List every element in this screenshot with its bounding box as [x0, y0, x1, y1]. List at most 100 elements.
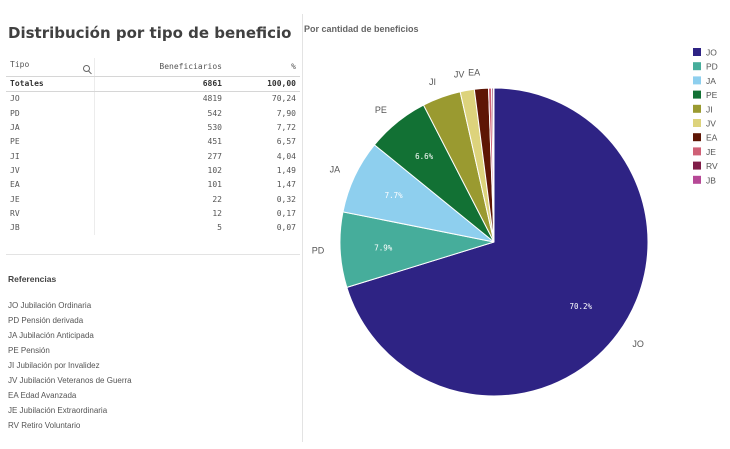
- legend-item-je[interactable]: JE: [693, 147, 716, 157]
- cell-pct: 0,32: [276, 194, 296, 204]
- slice-label-pe: PE: [375, 105, 387, 115]
- cell-pct: 0,07: [276, 223, 296, 233]
- cell-pct: 4,04: [276, 151, 296, 161]
- legend-swatch: [693, 48, 701, 56]
- legend-label: PD: [706, 62, 718, 72]
- slice-label-jv: JV: [454, 70, 465, 80]
- cell-tipo: JO: [6, 91, 95, 107]
- cell-beneficiarios: 12: [212, 208, 222, 218]
- slice-label-ja: JA: [330, 165, 341, 175]
- legend-item-ji[interactable]: JI: [693, 104, 713, 114]
- totals-pct: 100,00: [226, 76, 300, 93]
- legend-item-rv[interactable]: RV: [693, 161, 718, 171]
- legend-swatch: [693, 133, 701, 142]
- referencia-item: JI Jubilación por Invalidez: [8, 361, 100, 370]
- legend-swatch: [693, 76, 701, 85]
- legend-label: JI: [706, 104, 713, 114]
- table-row[interactable]: JE 22 0,32: [6, 192, 300, 207]
- cell-beneficiarios: 102: [207, 165, 222, 175]
- table-header-row: Tipo Beneficiarios %: [6, 58, 300, 77]
- pct-label-pe: 6.6%: [415, 152, 434, 161]
- referencia-item: JE Jubilación Extraordinaria: [8, 406, 108, 415]
- chart-panel: 70.2% JO 7.9% PD 7.7% JA 6.6% PE JI JV EA JO PD JA PE J…: [304, 14, 724, 442]
- table-row[interactable]: JA 530 7,72: [6, 120, 300, 136]
- page-title: Distribución por tipo de beneficio: [8, 24, 292, 42]
- cell-beneficiarios: 4819: [202, 94, 222, 104]
- referencia-item: EA Edad Avanzada: [8, 391, 77, 400]
- cell-pct: 6,57: [276, 137, 296, 147]
- legend-item-ja[interactable]: JA: [693, 76, 716, 86]
- referencia-item: JV Jubilación Veteranos de Guerra: [8, 376, 132, 385]
- header-tipo[interactable]: Tipo: [6, 58, 95, 77]
- table-row[interactable]: RV 12 0,17: [6, 206, 300, 221]
- legend-label: JO: [706, 48, 717, 58]
- legend-label: EA: [706, 133, 718, 143]
- cell-tipo: JV: [6, 163, 95, 179]
- cell-tipo: RV: [6, 206, 95, 221]
- header-tipo-label: Tipo: [10, 60, 30, 69]
- referencia-item: JO Jubilación Ordinaria: [8, 301, 92, 310]
- table-row[interactable]: JO 4819 70,24: [6, 91, 300, 107]
- referencia-item: PE Pensión: [8, 346, 50, 355]
- table-row[interactable]: PE 451 6,57: [6, 135, 300, 150]
- referencia-item: JA Jubilación Anticipada: [8, 331, 94, 340]
- legend-label: JB: [706, 175, 716, 185]
- legend-item-ea[interactable]: EA: [693, 133, 718, 143]
- cell-pct: 1,49: [276, 165, 296, 175]
- cell-tipo: JA: [6, 120, 95, 136]
- table-row[interactable]: PD 542 7,90: [6, 106, 300, 121]
- cell-tipo: EA: [6, 178, 95, 193]
- legend-label: PE: [706, 90, 718, 100]
- section-divider: [6, 254, 300, 255]
- totals-row: Totales 6861 100,00: [6, 76, 300, 93]
- cell-pct: 1,47: [276, 180, 296, 190]
- cell-pct: 7,90: [276, 108, 296, 118]
- cell-beneficiarios: 530: [207, 123, 222, 133]
- referencia-item: PD Pensión derivada: [8, 316, 84, 325]
- referencias-title: Referencias: [8, 274, 57, 284]
- legend-item-jb[interactable]: JB: [693, 175, 716, 185]
- cell-beneficiarios: 451: [207, 137, 222, 147]
- cell-beneficiarios: 101: [207, 180, 222, 190]
- slice-label-ji: JI: [429, 77, 436, 87]
- totals-beneficiarios: 6861: [94, 76, 226, 93]
- cell-beneficiarios: 277: [207, 151, 222, 161]
- legend-item-jv[interactable]: JV: [693, 119, 716, 129]
- cell-tipo: JI: [6, 149, 95, 164]
- chart-title: Por cantidad de beneficios: [304, 24, 419, 34]
- pct-label-jo: 70.2%: [569, 302, 592, 311]
- legend-swatch: [693, 161, 701, 170]
- cell-tipo: PD: [6, 106, 95, 121]
- search-icon[interactable]: [79, 58, 90, 76]
- cell-tipo: JB: [6, 220, 95, 236]
- legend-label: JA: [706, 76, 716, 86]
- cell-beneficiarios: 22: [212, 194, 222, 204]
- legend-label: RV: [706, 161, 718, 171]
- table-panel: Distribución por tipo de beneficio Tipo …: [0, 14, 303, 442]
- table-row[interactable]: EA 101 1,47: [6, 178, 300, 193]
- referencias-list: JO Jubilación Ordinaria PD Pensión deriv…: [8, 298, 132, 433]
- table-row[interactable]: JV 102 1,49: [6, 163, 300, 179]
- legend-swatch: [693, 62, 701, 71]
- cell-tipo: PE: [6, 135, 95, 150]
- header-beneficiarios[interactable]: Beneficiarios: [94, 58, 226, 77]
- beneficios-table: Tipo Beneficiarios % Totales 6861 100,00…: [6, 58, 300, 236]
- totals-label: Totales: [6, 76, 95, 93]
- referencia-item: RV Retiro Voluntario: [8, 421, 81, 430]
- header-pct[interactable]: %: [226, 58, 300, 77]
- pct-label-pd: 7.9%: [374, 244, 393, 253]
- legend-item-pe[interactable]: PE: [693, 90, 718, 100]
- legend-label: JE: [706, 147, 716, 157]
- legend-item-jo[interactable]: JO: [693, 48, 717, 58]
- legend-item-pd[interactable]: PD: [693, 62, 718, 72]
- cell-pct: 7,72: [276, 123, 296, 133]
- table-row[interactable]: JB 5 0,07: [6, 220, 300, 236]
- table-row[interactable]: JI 277 4,04: [6, 149, 300, 164]
- pie-slice-jb[interactable]: [492, 87, 495, 243]
- slice-label-jo: JO: [632, 339, 644, 349]
- pie-slice-jo[interactable]: [346, 87, 649, 397]
- cell-pct: 70,24: [271, 94, 296, 104]
- legend-swatch: [693, 175, 701, 184]
- cell-beneficiarios: 542: [207, 108, 222, 118]
